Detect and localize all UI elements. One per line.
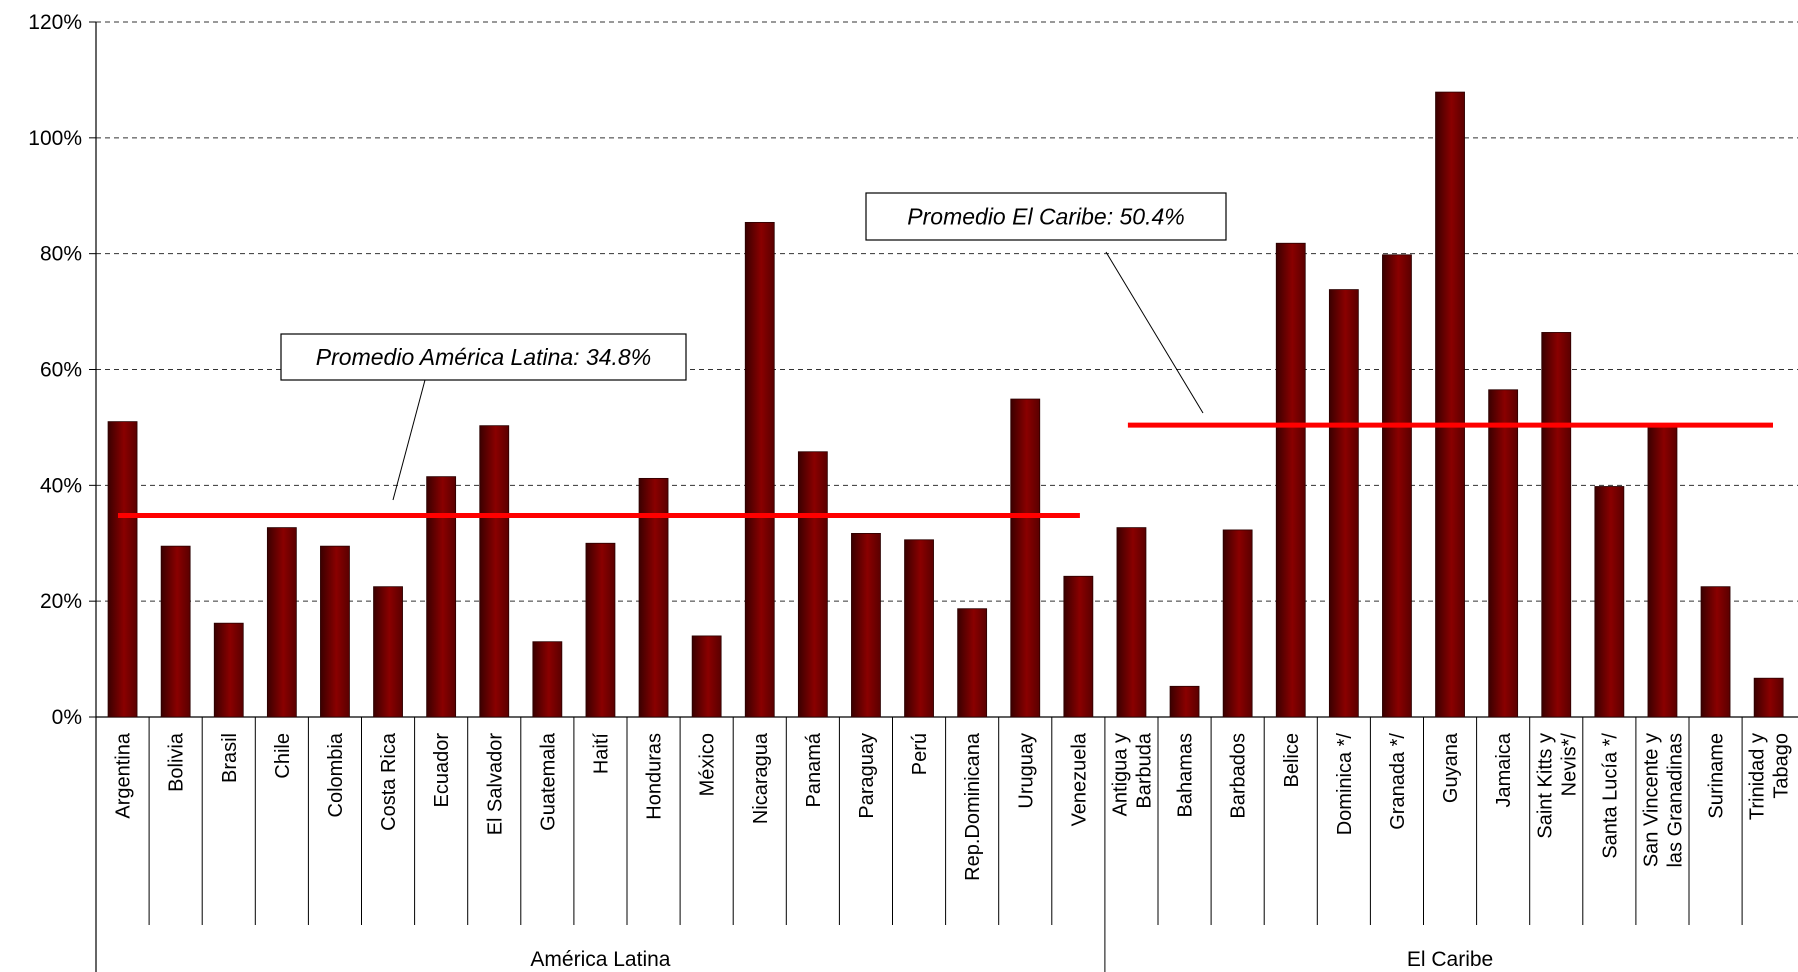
bar [532,641,563,718]
callout-leader [392,379,426,501]
category-label: Chile [272,733,294,779]
bar [160,545,191,718]
callout-box [865,192,1227,241]
bar [426,476,457,718]
category-label: El Salvador [484,733,506,836]
average-annotation: Promedio América Latina: 34.8% [316,344,651,370]
category-label: Haití [590,733,612,775]
y-tick-label: 60% [40,359,82,382]
bar [1328,289,1359,718]
category-label: Barbados [1228,733,1250,819]
bar [1753,677,1784,718]
category-label: Trinidad y [1747,733,1769,820]
callout-leader [1105,251,1204,414]
bar [107,421,138,718]
bar [1222,529,1253,718]
bars [107,91,1784,718]
bar [1169,685,1200,718]
callout-box [280,333,687,381]
category-label: Perú [909,733,931,775]
bar [213,622,244,718]
average-lines: Promedio América Latina: 34.8% Promedio E… [118,192,1773,518]
bar [744,221,775,718]
category-label: las Granadinas [1664,733,1686,868]
category-label: Guatemala [537,732,559,831]
group-label: América Latina [530,948,670,971]
category-labels: Argentina Bolivia Brasil Chile Colombia Costa… [113,732,1793,971]
y-tick-label: 100% [28,127,82,150]
y-tick-label: 0% [52,706,82,729]
average-annotation: Promedio El Caribe: 50.4% [907,204,1184,230]
bar [1594,486,1625,718]
category-label: Barbuda [1133,732,1155,808]
y-tick-label: 20% [40,590,82,613]
category-label: Guyana [1440,732,1462,803]
gridlines [96,21,1798,602]
bar [479,425,510,718]
category-label: Brasil [219,733,241,783]
bar [1647,424,1678,718]
bar [320,545,350,718]
category-label: Suriname [1706,733,1728,819]
category-label: Antigua y [1109,733,1131,816]
category-label: Venezuela [1068,732,1090,826]
category-label: Jamaica [1493,732,1515,807]
category-label: Dominica */ [1334,733,1356,836]
bar [1382,254,1412,718]
category-label: Bolivia [166,732,188,792]
y-tick-label: 120% [28,11,82,34]
bar [851,533,881,718]
bar [585,542,616,718]
category-label: México [697,733,719,796]
category-label: Costa Rica [378,732,400,831]
bar [638,477,669,718]
category-label: Tabago [1771,733,1793,799]
bar [1700,586,1731,718]
y-tick-label: 80% [40,243,82,266]
category-label: Belice [1281,733,1303,787]
category-label: Bahamas [1175,733,1197,818]
category-label: Panamá [803,732,825,807]
category-label: Colombia [325,732,347,817]
group-label: El Caribe [1407,948,1493,971]
category-label: Santa Lucía */ [1599,733,1621,859]
bar [1435,91,1465,718]
category-label: San Vincente y [1640,733,1662,867]
category-label: Saint Kitts y [1534,733,1556,839]
bar [797,451,828,718]
category-label: Uruguay [1015,733,1037,809]
category-label: Argentina [113,732,135,818]
category-label: Ecuador [431,733,453,808]
category-label: Rep.Dominicana [962,732,984,881]
bar [1541,332,1572,718]
bar [1275,242,1306,718]
bar [1116,527,1147,718]
bar [1010,398,1041,718]
category-label: Paraguay [856,733,878,819]
bar [957,608,988,718]
bar [1488,389,1519,718]
y-tick-label: 40% [40,474,82,497]
category-label: Nicaragua [750,732,772,824]
bar [691,635,722,718]
bar [904,539,934,718]
category-label: Nevis*/ [1558,733,1580,797]
bar [373,586,403,718]
bar [1063,575,1094,718]
category-label: Honduras [644,733,666,820]
bar [266,527,297,718]
axes: 0% 20% 40% 60% 80% 100% 120% [28,11,1798,972]
category-label: Granada */ [1387,733,1409,830]
